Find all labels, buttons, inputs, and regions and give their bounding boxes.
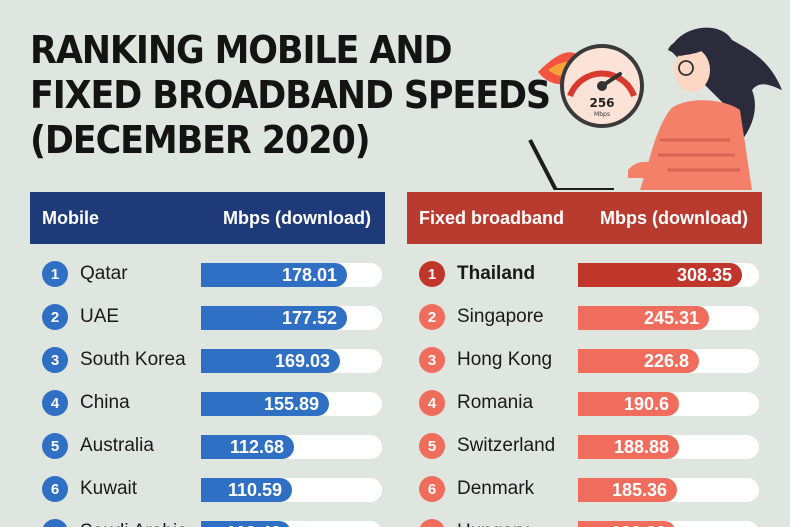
speed-bar: 109.48 — [201, 521, 291, 527]
fixed-header-unit: Mbps (download) — [600, 207, 748, 228]
bar-track: 245.31 — [578, 306, 759, 330]
fixed-panel: Fixed broadband Mbps (download) 1 Thailan… — [407, 192, 762, 527]
country-name: Hong Kong — [457, 349, 553, 370]
bar-track: 177.52 — [201, 306, 382, 330]
rank-row: 4 China 155.89 — [30, 389, 385, 417]
speed-bar: 183.29 — [578, 521, 676, 527]
fixed-header: Fixed broadband Mbps (download) — [407, 192, 762, 244]
rank-badge: 4 — [419, 390, 445, 416]
rank-badge: 2 — [419, 304, 445, 330]
bar-track: 169.03 — [201, 349, 382, 373]
bar-track: 188.88 — [578, 435, 759, 459]
speed-bar: 155.89 — [201, 392, 329, 416]
rank-row: 4 Romania 190.6 — [407, 389, 762, 417]
rank-badge: 4 — [42, 390, 68, 416]
speed-bar: 245.31 — [578, 306, 709, 330]
title-line-3: (DECEMBER 2020) — [30, 118, 371, 162]
mobile-header-label: Mobile — [42, 207, 99, 228]
speed-bar: 110.59 — [201, 478, 292, 502]
bar-track: 308.35 — [578, 263, 759, 287]
country-name: Qatar — [80, 263, 128, 284]
mobile-header: Mobile Mbps (download) — [30, 192, 385, 244]
speed-bar: 190.6 — [578, 392, 679, 416]
speed-bar: 112.68 — [201, 435, 294, 459]
rank-badge: 6 — [419, 476, 445, 502]
woman-laptop-illustration: 256 Mbps — [528, 27, 782, 190]
rank-row: 3 Hong Kong 226.8 — [407, 346, 762, 374]
mobile-header-unit: Mbps (download) — [223, 207, 371, 228]
country-name: Thailand — [457, 263, 536, 284]
speed-bar: 177.52 — [201, 306, 347, 330]
bar-track: 112.68 — [201, 435, 382, 459]
rank-row: 3 South Korea 169.03 — [30, 346, 385, 374]
title-line-1: RANKING MOBILE AND — [30, 28, 453, 72]
rank-badge: 1 — [42, 261, 68, 287]
speed-bar: 226.8 — [578, 349, 699, 373]
bar-track: 226.8 — [578, 349, 759, 373]
country-name: Romania — [457, 392, 534, 413]
country-name: Singapore — [457, 306, 544, 327]
speed-bar: 178.01 — [201, 263, 347, 287]
rank-badge: 7 — [419, 519, 445, 527]
bar-track: 155.89 — [201, 392, 382, 416]
bar-track: 190.6 — [578, 392, 759, 416]
rank-row: 1 Qatar 178.01 — [30, 260, 385, 288]
speedometer-unit: Mbps — [594, 111, 610, 118]
rank-badge: 5 — [42, 433, 68, 459]
country-name: Australia — [80, 435, 154, 456]
bar-track: 109.48 — [201, 521, 382, 527]
country-name: China — [80, 392, 130, 413]
speed-bar: 308.35 — [578, 263, 742, 287]
bar-track: 185.36 — [578, 478, 759, 502]
country-name: Saudi Arabia — [80, 521, 188, 527]
rank-badge: 7 — [42, 519, 68, 527]
rank-badge: 6 — [42, 476, 68, 502]
speedometer-value: 256 — [589, 96, 614, 110]
speed-bar: 185.36 — [578, 478, 677, 502]
rank-row: 2 UAE 177.52 — [30, 303, 385, 331]
country-name: Kuwait — [80, 478, 138, 499]
rank-badge: 3 — [42, 347, 68, 373]
country-name: Hungary — [457, 521, 529, 527]
rank-badge: 1 — [419, 261, 445, 287]
bar-track: 178.01 — [201, 263, 382, 287]
rank-badge: 3 — [419, 347, 445, 373]
rank-row: 6 Kuwait 110.59 — [30, 475, 385, 503]
rank-row: 6 Denmark 185.36 — [407, 475, 762, 503]
country-name: Switzerland — [457, 435, 556, 456]
speedometer-icon — [560, 44, 644, 128]
rank-row: 7 Hungary 183.29 — [407, 518, 762, 527]
rank-row: 5 Switzerland 188.88 — [407, 432, 762, 460]
country-name: UAE — [80, 306, 120, 327]
speed-bar: 188.88 — [578, 435, 679, 459]
bar-track: 110.59 — [201, 478, 382, 502]
title-line-2: FIXED BROADBAND SPEEDS — [30, 73, 551, 117]
rank-row: 1 Thailand 308.35 — [407, 260, 762, 288]
mobile-panel: Mobile Mbps (download) 1 Qatar 178.01 2 UAE 1… — [30, 192, 385, 527]
rank-row: 2 Singapore 245.31 — [407, 303, 762, 331]
rank-row: 5 Australia 112.68 — [30, 432, 385, 460]
country-name: Denmark — [457, 478, 535, 499]
rank-badge: 2 — [42, 304, 68, 330]
fixed-header-label: Fixed broadband — [419, 207, 565, 228]
rank-row: 7 Saudi Arabia 109.48 — [30, 518, 385, 527]
speed-bar: 169.03 — [201, 349, 340, 373]
rank-badge: 5 — [419, 433, 445, 459]
page-title: RANKING MOBILE AND FIXED BROADBAND SPEED… — [30, 28, 551, 163]
bar-track: 183.29 — [578, 521, 759, 527]
country-name: South Korea — [80, 349, 186, 370]
